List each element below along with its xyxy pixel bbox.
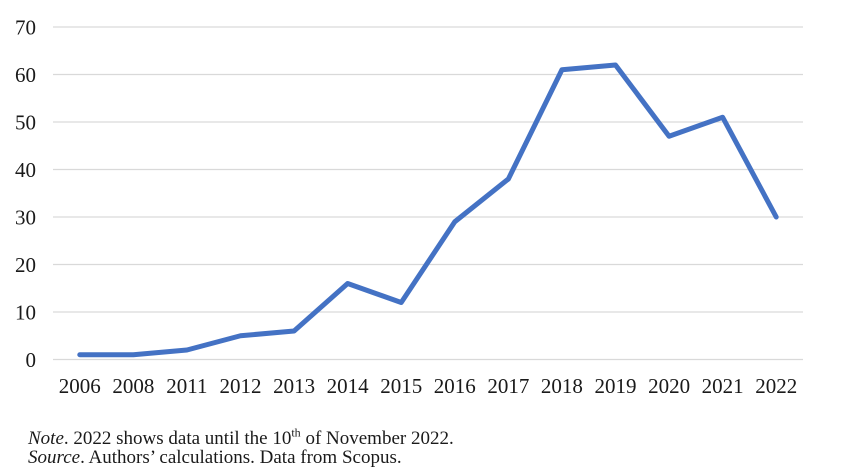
note-line: Note. 2022 shows data until the 10th of … (28, 427, 454, 449)
x-axis-tick-label: 2011 (166, 374, 207, 398)
y-axis-tick-label: 60 (15, 63, 36, 87)
source-label: Source (28, 446, 81, 468)
x-axis-tick-label: 2012 (220, 374, 262, 398)
x-axis-tick-label: 2015 (380, 374, 422, 398)
line-chart: 0 10 20 30 40 50 60 70 2006 2008 2011 2012 2013 2014 2… (15, 16, 803, 398)
y-axis-tick-label: 30 (15, 206, 36, 230)
note-text-end: of November 2022. (300, 428, 454, 449)
x-axis-tick-label: 2017 (487, 374, 529, 398)
x-axis-tick-label: 2006 (59, 374, 101, 398)
x-axis-tick-label: 2019 (595, 374, 637, 398)
note-text: . 2022 shows data until the 10 (63, 428, 292, 449)
x-axis-tick-label: 2014 (327, 374, 370, 398)
source-text: . Authors’ calculations. Data from Scopu… (80, 446, 402, 468)
y-axis-tick-label: 70 (15, 16, 36, 40)
data-series-line (77, 62, 779, 358)
x-axis-tick-label: 2020 (648, 374, 690, 398)
x-axis-tick-label: 2022 (755, 374, 797, 398)
note-superscript: th (291, 425, 301, 440)
y-axis-tick-label: 40 (15, 158, 36, 182)
x-axis-tick-label: 2013 (273, 374, 315, 398)
y-axis-tick-label: 0 (26, 348, 37, 372)
note-label: Note (28, 428, 64, 449)
x-axis-tick-label: 2016 (434, 374, 476, 398)
y-axis-tick-label: 50 (15, 111, 36, 135)
y-axis-tick-label: 20 (15, 253, 36, 277)
source-line: Source. Authors’ calculations. Data from… (28, 446, 454, 468)
y-axis-tick-label: 10 (15, 301, 36, 325)
x-axis-tick-label: 2008 (112, 374, 154, 398)
x-axis-tick-label: 2018 (541, 374, 583, 398)
figure-notes: Note. 2022 shows data until the 10th of … (28, 427, 454, 468)
x-axis-tick-label: 2021 (702, 374, 744, 398)
